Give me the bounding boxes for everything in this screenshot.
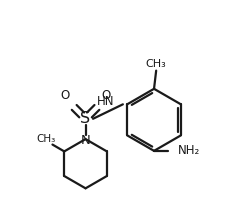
- Text: CH₃: CH₃: [36, 134, 56, 144]
- Text: O: O: [60, 89, 69, 102]
- Text: O: O: [102, 89, 111, 102]
- Text: N: N: [81, 134, 91, 147]
- Text: CH₃: CH₃: [146, 59, 167, 68]
- Text: HN: HN: [97, 95, 115, 108]
- Text: NH₂: NH₂: [178, 144, 200, 157]
- Text: S: S: [80, 111, 91, 126]
